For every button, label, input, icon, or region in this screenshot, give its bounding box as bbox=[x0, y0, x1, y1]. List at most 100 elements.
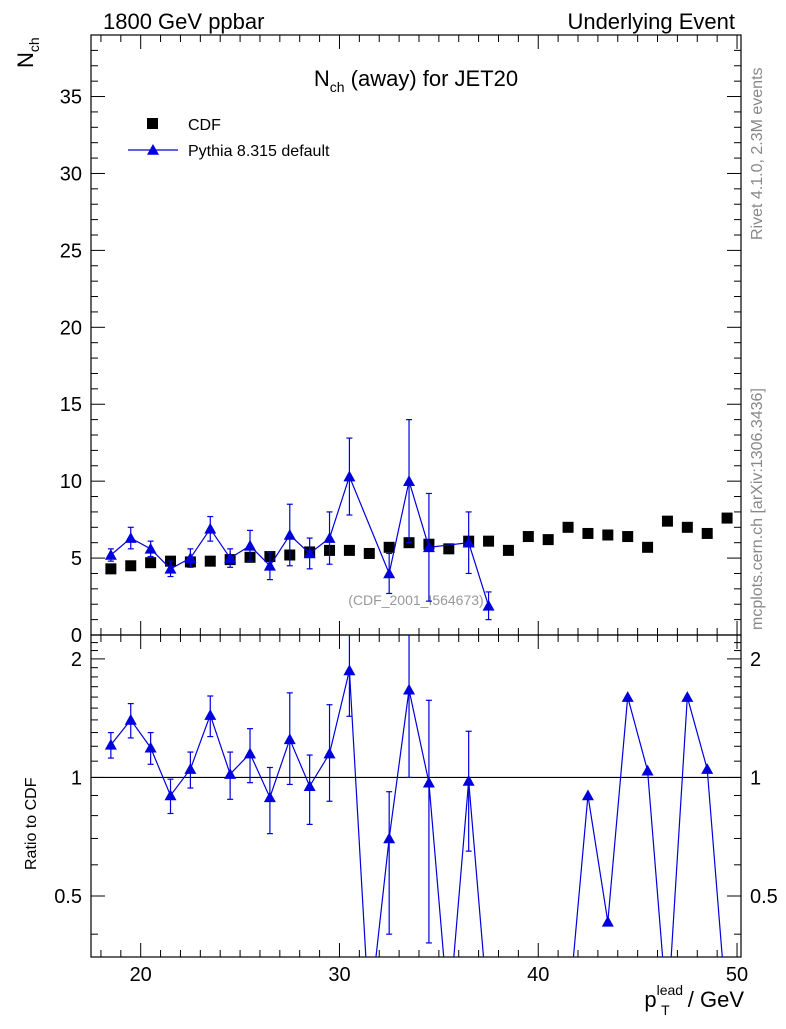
ratio-point bbox=[601, 915, 614, 927]
y-tick-label-right: 2 bbox=[750, 649, 761, 671]
ratio-point bbox=[323, 747, 336, 759]
ratio-point bbox=[124, 713, 137, 725]
pythia-point bbox=[164, 562, 177, 574]
legend-cdf-marker bbox=[147, 118, 158, 129]
y-tick-label: 25 bbox=[60, 240, 82, 262]
cdf-point bbox=[363, 547, 375, 559]
pythia-point bbox=[303, 547, 316, 559]
y-tick-label: 10 bbox=[60, 471, 82, 493]
y-tick-label: 1 bbox=[71, 767, 82, 789]
y-tick-label: 35 bbox=[60, 87, 82, 109]
cdf-point bbox=[681, 521, 693, 533]
pythia-point bbox=[204, 522, 217, 534]
ratio-point bbox=[681, 691, 694, 702]
x-tick-label: 20 bbox=[130, 964, 152, 986]
ratio-point bbox=[184, 763, 197, 774]
cdf-point bbox=[622, 531, 634, 543]
y-axis-label: Nch bbox=[13, 37, 42, 68]
pythia-point bbox=[323, 532, 336, 543]
y-tick-label: 0 bbox=[71, 625, 82, 647]
y-tick-label-right: 1 bbox=[750, 767, 761, 789]
cdf-point bbox=[204, 555, 216, 567]
pythia-point bbox=[383, 567, 396, 579]
rivet-label: Rivet 4.1.0, 2.3M events bbox=[749, 67, 766, 240]
ratio-point bbox=[224, 768, 237, 779]
ratio-point bbox=[462, 774, 475, 786]
pythia-line bbox=[110, 474, 490, 606]
ratio-point bbox=[621, 691, 634, 702]
mcplots-label: mcplots.cern.ch [arXiv:1306.3436] bbox=[749, 388, 766, 630]
pythia-point bbox=[422, 541, 435, 553]
ratio-point bbox=[164, 789, 177, 801]
pythia-point bbox=[343, 470, 356, 482]
cdf-point bbox=[721, 512, 733, 524]
cdf-point bbox=[343, 544, 355, 556]
cdf-point bbox=[542, 534, 554, 546]
pythia-point bbox=[462, 536, 475, 548]
ratio-series bbox=[104, 635, 723, 957]
y-tick-label: 2 bbox=[71, 649, 82, 671]
pythia-point bbox=[144, 542, 157, 554]
cdf-point bbox=[383, 541, 395, 553]
pythia-point bbox=[224, 552, 237, 563]
y-tick-label: 5 bbox=[71, 548, 82, 570]
pythia-point bbox=[244, 539, 257, 551]
ratio-point bbox=[701, 763, 714, 774]
ratio-point bbox=[244, 747, 257, 759]
header-right: Underlying Event bbox=[567, 9, 735, 34]
ratio-point bbox=[383, 832, 396, 844]
cdf-point bbox=[602, 529, 614, 541]
cdf-point bbox=[105, 563, 117, 575]
cdf-point bbox=[642, 541, 654, 553]
cdf-point bbox=[483, 535, 495, 547]
analysis-watermark: (CDF_2001_I564673) bbox=[348, 592, 483, 608]
cdf-point bbox=[125, 560, 137, 572]
cdf-point bbox=[562, 521, 574, 533]
x-tick-label: 40 bbox=[527, 964, 549, 986]
pythia-point bbox=[283, 529, 296, 540]
y-tick-label: 30 bbox=[60, 163, 82, 185]
ratio-point bbox=[641, 764, 654, 776]
pythia-point bbox=[403, 475, 416, 486]
header-left: 1800 GeV ppbar bbox=[103, 9, 264, 34]
chart-title: Nch (away) for JET20 bbox=[314, 66, 518, 95]
legend-cdf-label: CDF bbox=[188, 117, 221, 134]
y-tick-label-right: 0.5 bbox=[750, 886, 778, 908]
cdf-point bbox=[701, 527, 713, 539]
ratio-point bbox=[144, 741, 157, 753]
ratio-y-axis-label: Ratio to CDF bbox=[23, 777, 40, 870]
x-tick-label: 50 bbox=[726, 964, 748, 986]
cdf-point bbox=[145, 557, 157, 569]
ratio-panel: 20 30 40 50 0.5 0.5 1 1 2 2 Ratio to CDF plead T / G… bbox=[23, 634, 778, 1018]
ratio-point bbox=[422, 776, 435, 788]
ratio-line bbox=[110, 670, 723, 957]
cdf-point bbox=[502, 544, 514, 556]
pythia-point bbox=[263, 559, 276, 571]
main-panel: 0 5 10 15 20 25 30 35 Nch (away) for JET20 Nch (CD… bbox=[13, 34, 742, 647]
ratio-point bbox=[283, 733, 296, 745]
ratio-point bbox=[303, 780, 316, 792]
cdf-point bbox=[582, 527, 594, 539]
pythia-point bbox=[124, 532, 137, 543]
cdf-point bbox=[661, 515, 673, 527]
ratio-point bbox=[343, 664, 356, 676]
ratio-frame bbox=[90, 634, 742, 958]
y-tick-label: 20 bbox=[60, 317, 82, 339]
ratio-point bbox=[104, 738, 117, 750]
ratio-point bbox=[204, 709, 217, 720]
cdf-point bbox=[443, 543, 455, 555]
legend-pythia-label: Pythia 8.315 default bbox=[188, 143, 330, 160]
ratio-point bbox=[581, 789, 594, 801]
pythia-point bbox=[104, 549, 117, 560]
x-axis-label: plead T / GeV bbox=[644, 982, 744, 1018]
ratio-point bbox=[263, 791, 276, 803]
pythia-point bbox=[184, 552, 197, 563]
ratio-point bbox=[403, 683, 416, 695]
y-tick-label: 0.5 bbox=[54, 886, 82, 908]
legend-pythia-marker bbox=[147, 144, 159, 155]
y-tick-label: 15 bbox=[60, 394, 82, 416]
pythia-point bbox=[482, 599, 495, 611]
x-tick-label: 30 bbox=[328, 964, 350, 986]
cdf-point bbox=[522, 531, 534, 543]
